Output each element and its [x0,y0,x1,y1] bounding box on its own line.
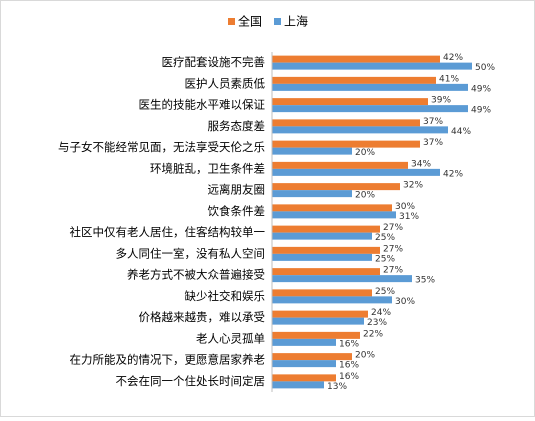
value-label: 27% [383,223,403,233]
bar [272,204,392,212]
value-label: 23% [367,318,387,328]
y-tick-label: 多人同住一室，没有私人空间 [116,246,266,260]
y-tick-label: 老人心灵孤单 [196,331,265,345]
y-tick-label: 价格越来越贵，难以承受 [139,310,266,324]
value-label: 20% [355,351,375,361]
bar [272,126,448,134]
bar [272,253,372,261]
bar [272,62,472,70]
value-label: 39% [431,96,451,106]
y-tick-label: 饮食条件差 [208,204,266,218]
value-label: 30% [395,202,415,212]
bar [272,232,372,240]
value-label: 49% [471,106,491,116]
y-tick-label: 医疗配套设施不完善 [162,55,266,69]
legend-label: 上海 [284,14,308,29]
legend-label: 全国 [238,14,262,29]
bar [272,183,400,191]
bar [272,275,412,283]
value-label: 25% [375,233,395,243]
value-label: 25% [375,287,395,297]
bar [272,246,380,254]
bar [272,317,364,325]
bar [272,296,392,304]
value-label: 16% [339,339,359,349]
bar [272,55,440,63]
value-label: 22% [363,329,383,339]
bar [272,147,352,155]
value-label: 20% [355,148,375,158]
value-label: 34% [411,159,431,169]
value-label: 13% [327,382,347,392]
value-label: 16% [339,372,359,382]
value-label: 37% [423,138,443,148]
y-tick-label: 缺少社交和娱乐 [185,289,266,303]
bar [272,374,336,382]
bar [272,168,440,176]
y-tick-label: 在力所能及的情况下，更愿意居家养老 [70,353,266,367]
value-label: 50% [475,63,495,73]
bar [272,225,380,233]
bar [272,289,372,297]
value-label: 16% [339,361,359,371]
legend-swatch [274,18,281,25]
value-label: 44% [451,127,471,137]
bar [272,310,368,318]
value-label: 27% [383,266,403,276]
value-label: 35% [415,276,435,286]
bar [272,190,352,198]
value-label: 24% [371,308,391,318]
bar [272,76,436,84]
bar [272,381,324,389]
value-label: 27% [383,244,403,254]
value-label: 49% [471,84,491,94]
bar [272,98,428,106]
y-tick-label: 远离朋友圈 [208,183,266,197]
legend-swatch [228,18,235,25]
bar [272,268,380,276]
y-tick-label: 医护人员素质低 [185,76,266,90]
y-tick-label: 不会在同一个住处长时间定居 [116,374,266,388]
value-label: 25% [375,254,395,264]
bar [272,338,336,346]
y-tick-label: 养老方式不被大众普遍接受 [127,268,265,282]
value-label: 31% [399,212,419,222]
bar [272,83,468,91]
y-tick-label: 服务态度差 [208,119,266,133]
value-label: 32% [403,181,423,191]
y-tick-label: 医生的技能水平难以保证 [139,98,266,112]
bar [272,140,420,148]
bar [272,331,360,339]
value-label: 42% [443,169,463,179]
bar [272,105,468,113]
y-tick-label: 社区中仅有老人居住，住客结构较单一 [70,225,266,239]
bar [272,211,396,219]
value-label: 30% [395,297,415,307]
y-tick-label: 环境脏乱，卫生条件差 [150,161,265,175]
bar [272,353,352,361]
value-label: 42% [443,53,463,63]
value-label: 41% [439,74,459,84]
bar [272,360,336,368]
value-label: 37% [423,117,443,127]
bar [272,119,420,127]
bar [272,161,408,169]
value-label: 20% [355,191,375,201]
y-tick-label: 与子女不能经常见面，无法享受天伦之乐 [58,140,265,154]
